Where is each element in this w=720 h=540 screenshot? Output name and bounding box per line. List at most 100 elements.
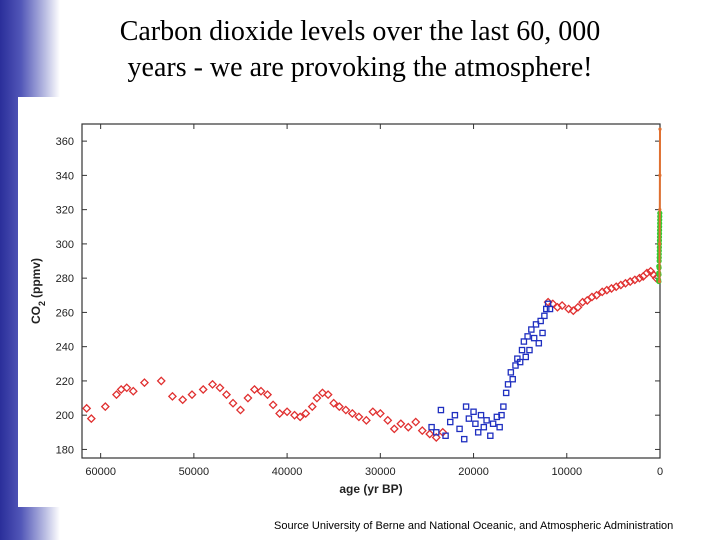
data-point	[489, 420, 497, 427]
data-point	[156, 376, 166, 386]
data-point	[573, 302, 583, 312]
x-tick-label: 10000	[551, 466, 582, 478]
y-tick-label: 320	[56, 205, 74, 217]
data-point	[504, 381, 512, 388]
data-point	[86, 414, 96, 424]
mauna-loa-line	[658, 129, 661, 282]
data-point	[657, 279, 662, 284]
data-point	[425, 429, 435, 439]
data-point	[658, 173, 662, 177]
series-3	[657, 127, 662, 284]
data-point	[496, 423, 503, 431]
data-point	[518, 346, 526, 354]
x-tick-label: 20000	[458, 466, 489, 478]
data-point	[312, 393, 322, 403]
y-axis-label-main: CO	[29, 306, 43, 324]
data-point	[465, 415, 473, 422]
data-point	[198, 384, 208, 395]
y-tick-label: 240	[56, 342, 74, 354]
data-point	[472, 420, 479, 427]
data-point	[215, 383, 225, 393]
data-point	[541, 312, 548, 320]
data-point	[295, 412, 305, 422]
y-axis: 180 200 220 240 260 280 300 320 340 360	[56, 136, 660, 456]
data-point	[263, 390, 273, 400]
data-point	[433, 429, 440, 436]
data-point	[528, 326, 535, 333]
data-point	[411, 417, 421, 427]
data-point	[530, 334, 538, 342]
data-point	[301, 408, 311, 418]
data-point	[361, 415, 371, 425]
data-point	[520, 338, 528, 345]
title-line-1: Carbon dioxide levels over the last 60, …	[119, 16, 601, 47]
data-point	[207, 379, 218, 389]
data-point	[243, 393, 253, 403]
data-point	[111, 390, 122, 400]
data-point	[477, 411, 485, 419]
data-point	[546, 305, 554, 313]
data-point	[354, 412, 364, 422]
data-point	[329, 398, 339, 408]
data-point	[537, 317, 544, 325]
data-point	[396, 419, 406, 429]
data-point	[389, 424, 399, 434]
data-point	[282, 407, 292, 417]
data-point	[417, 426, 427, 436]
data-point	[82, 403, 92, 413]
data-point	[249, 384, 259, 395]
y-tick-label: 180	[56, 444, 74, 456]
data-point	[446, 418, 454, 426]
data-point	[318, 388, 328, 398]
data-point	[100, 402, 110, 412]
data-point	[275, 408, 285, 418]
data-point	[178, 395, 188, 405]
data-point	[347, 408, 357, 418]
x-tick-label: 50000	[179, 466, 210, 478]
y-tick-label: 200	[56, 410, 74, 422]
data-point	[634, 273, 645, 283]
data-point	[256, 386, 266, 396]
series-1	[428, 300, 554, 443]
data-point	[128, 386, 138, 396]
y-axis-label: CO2 (ppmv)	[29, 258, 47, 324]
series-0	[82, 266, 661, 442]
data-point	[658, 127, 662, 131]
y-tick-label: 220	[56, 376, 74, 388]
y-axis-label-subscript: 2	[37, 301, 47, 306]
x-tick-label: 60000	[85, 466, 116, 478]
data-point	[341, 405, 351, 415]
slide-title: Carbon dioxide levels over the last 60, …	[70, 14, 650, 86]
plot-border	[81, 123, 661, 459]
data-point	[437, 406, 445, 414]
data-series	[82, 127, 663, 443]
x-tick-label: 40000	[272, 466, 303, 478]
data-point	[532, 321, 540, 328]
data-point	[522, 353, 530, 361]
data-point	[383, 415, 393, 425]
data-point	[431, 432, 441, 442]
data-point	[122, 383, 132, 393]
data-point	[512, 362, 519, 369]
data-point	[403, 422, 413, 432]
plot-frame	[81, 123, 661, 459]
data-point	[539, 329, 546, 337]
data-point	[323, 390, 333, 400]
data-point	[592, 290, 602, 300]
data-point	[502, 389, 510, 397]
y-tick-label: 300	[56, 239, 74, 251]
data-point	[516, 358, 524, 366]
y-tick-label: 360	[56, 136, 74, 148]
chart-panel	[18, 97, 678, 507]
data-point	[509, 375, 516, 383]
data-point	[228, 398, 238, 408]
data-point	[307, 402, 317, 412]
y-tick-label: 340	[56, 170, 74, 182]
data-point	[507, 369, 515, 376]
data-point	[187, 390, 197, 400]
y-tick-label: 260	[56, 307, 74, 319]
data-point	[139, 378, 149, 388]
data-point	[564, 304, 574, 314]
data-point	[460, 435, 468, 443]
data-point	[221, 390, 232, 400]
